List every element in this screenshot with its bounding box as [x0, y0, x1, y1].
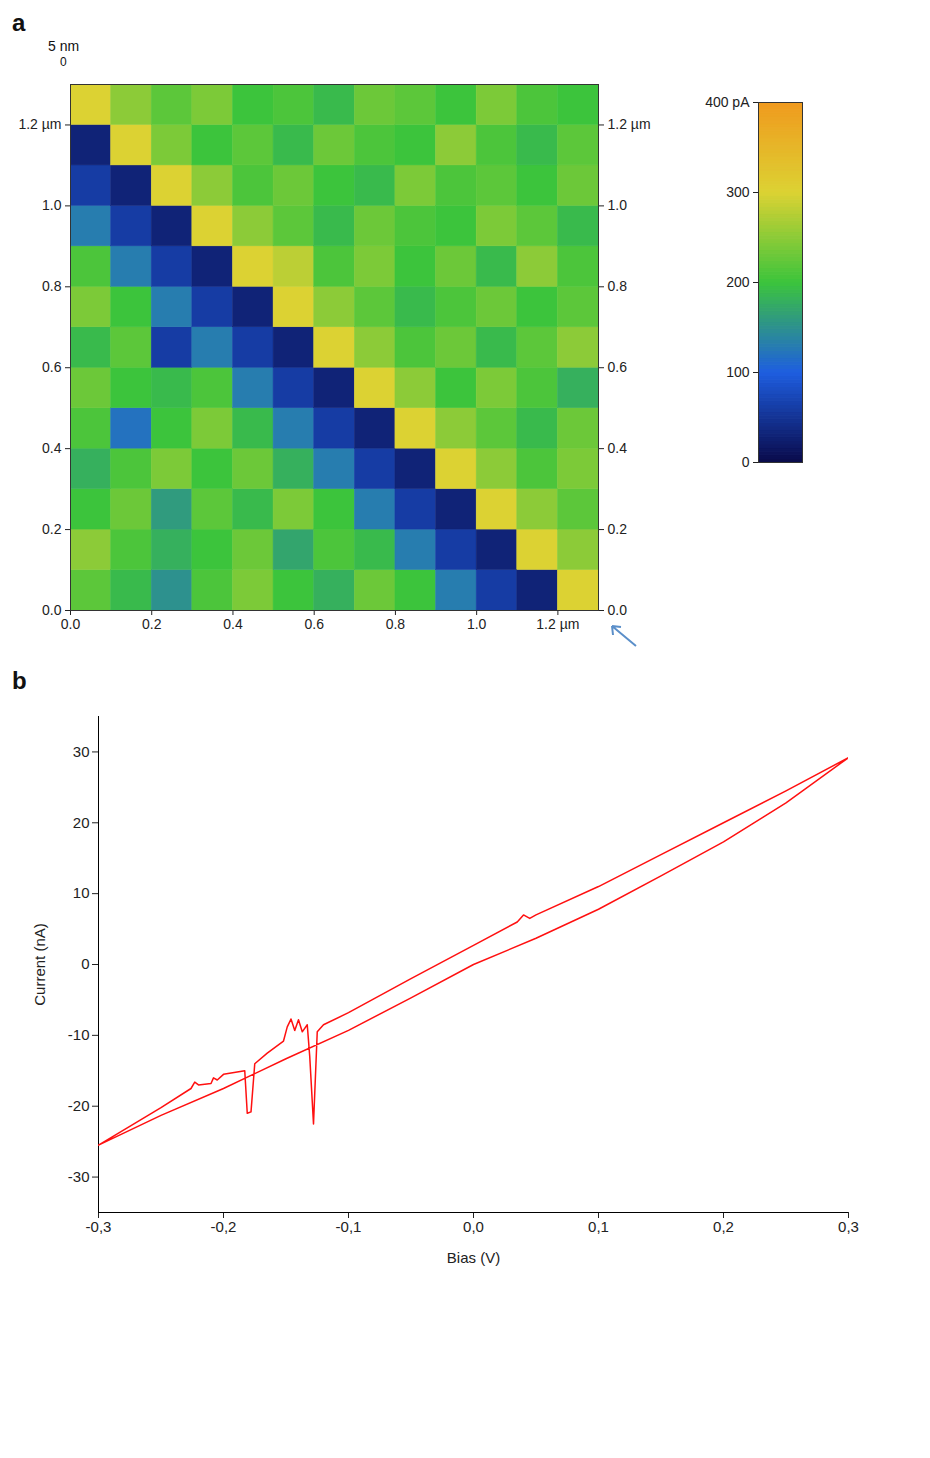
svg-text:1.0: 1.0	[608, 197, 628, 213]
svg-text:0: 0	[742, 454, 750, 470]
svg-text:1.0: 1.0	[467, 616, 487, 632]
svg-text:1.2 µm: 1.2 µm	[608, 116, 651, 132]
svg-text:0,1: 0,1	[588, 1218, 609, 1235]
svg-text:0: 0	[81, 955, 89, 972]
svg-text:0.2: 0.2	[42, 521, 62, 537]
html-text:5 nm: 5 nm	[48, 38, 80, 54]
svg-text:0.8: 0.8	[386, 616, 406, 632]
svg-text:-0,3: -0,3	[86, 1218, 112, 1235]
html-text:b: b	[12, 667, 27, 694]
svg-text:0.8: 0.8	[608, 278, 628, 294]
svg-text:-0,2: -0,2	[211, 1218, 237, 1235]
svg-text:0.6: 0.6	[42, 359, 62, 375]
svg-text:0.0: 0.0	[608, 602, 628, 618]
svg-text:0.6: 0.6	[304, 616, 324, 632]
svg-text:0,3: 0,3	[838, 1218, 859, 1235]
svg-text:0.0: 0.0	[42, 602, 62, 618]
svg-text:0.4: 0.4	[223, 616, 243, 632]
svg-text:10: 10	[73, 884, 90, 901]
svg-text:1.0: 1.0	[42, 197, 62, 213]
svg-text:0,0: 0,0	[463, 1218, 484, 1235]
svg-text:200: 200	[726, 274, 750, 290]
svg-text:1.2 µm: 1.2 µm	[536, 616, 579, 632]
svg-text:0.4: 0.4	[42, 440, 62, 456]
svg-text:Bias (V): Bias (V)	[447, 1249, 500, 1266]
svg-text:100: 100	[726, 364, 750, 380]
svg-text:-0,1: -0,1	[336, 1218, 362, 1235]
svg-text:Current (nA): Current (nA)	[31, 923, 48, 1006]
svg-text:0.8: 0.8	[42, 278, 62, 294]
svg-text:30: 30	[73, 743, 90, 760]
svg-text:0.6: 0.6	[608, 359, 628, 375]
svg-text:0.2: 0.2	[142, 616, 162, 632]
svg-text:-20: -20	[68, 1097, 90, 1114]
svg-text:20: 20	[73, 814, 90, 831]
svg-text:400 pA: 400 pA	[705, 94, 750, 110]
html-text:a: a	[12, 9, 26, 36]
svg-text:0.4: 0.4	[608, 440, 628, 456]
svg-text:-30: -30	[68, 1168, 90, 1185]
html-text:0: 0	[60, 55, 67, 69]
svg-text:0.2: 0.2	[608, 521, 628, 537]
svg-text:-10: -10	[68, 1026, 90, 1043]
svg-text:300: 300	[726, 184, 750, 200]
svg-text:0.0: 0.0	[61, 616, 81, 632]
svg-text:1.2 µm: 1.2 µm	[18, 116, 61, 132]
svg-text:0,2: 0,2	[713, 1218, 734, 1235]
